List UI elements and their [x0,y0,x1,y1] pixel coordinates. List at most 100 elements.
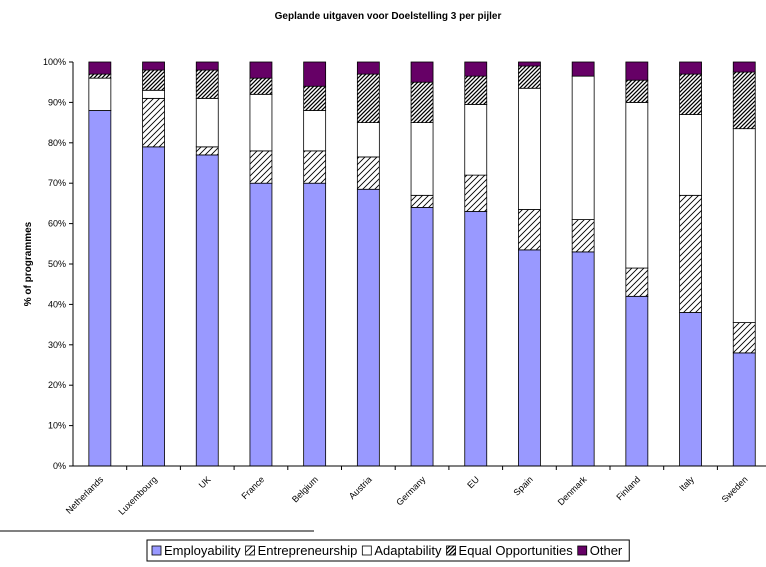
y-tick-label: 60% [48,219,66,229]
bar-segment-equal-opportunities [303,85,327,111]
legend: Employability Entrepreneurship Adaptabilit… [146,539,630,562]
y-axis-ticks: 0% 10% 20% 30% 40% 50% 60% 70% 80% 90% 100% [43,57,73,471]
bar-segment-employability [303,182,327,467]
x-tick-label: Sweden [720,474,750,504]
bar-stack-germany [410,61,434,467]
bar-segment-other [518,61,541,67]
bar-segment-adaptability [571,75,595,220]
legend-label: Entrepreneurship [258,543,358,558]
bar-segment-entrepreneurship [518,209,541,251]
bar-segment-other [732,61,756,73]
bar-stack-finland [625,61,649,467]
bar-stack-austria [356,61,380,467]
bar-segment-employability [625,295,649,467]
bar-segment-equal-opportunities [518,65,541,89]
chart-title: Geplande uitgaven voor Doelstelling 3 pe… [275,11,502,22]
legend-swatch [446,545,456,556]
x-tick-label: EU [465,474,481,490]
bar-segment-equal-opportunities [679,73,702,115]
bar-segment-equal-opportunities [142,69,165,91]
bar-stack-denmark [571,61,595,467]
x-tick-label: Germany [394,474,428,508]
legend-swatch [361,545,372,556]
bar-segment-employability [195,154,219,467]
bar-segment-equal-opportunities [356,73,380,124]
y-tick-label: 40% [48,299,66,309]
legend-item-equal-opportunities: Equal Opportunities [446,543,574,558]
bar-segment-other [625,61,649,81]
bar-segment-adaptability [303,110,327,152]
y-tick-label: 30% [48,340,66,350]
bar-segment-adaptability [464,104,488,176]
legend-item-employability: Employability [151,543,241,558]
y-tick-label: 0% [53,461,66,471]
legend-item-other: Other [577,543,623,558]
bar-stack-italy [679,61,702,467]
y-tick-label: 100% [43,57,66,67]
bar-segment-employability [410,207,434,467]
bar-segment-other [88,61,112,75]
bar-segment-employability [571,251,595,467]
bar-segment-equal-opportunities [249,77,273,95]
bar-segment-entrepreneurship [732,322,756,354]
bar-segment-other [356,61,380,75]
bar-segment-adaptability [518,87,541,210]
legend-swatch [577,545,588,556]
bars [88,61,756,467]
bar-stack-france [249,61,273,467]
bar-segment-employability [88,110,112,467]
bar-segment-employability [518,249,541,467]
x-tick-label: France [239,474,266,501]
bar-segment-employability [464,211,488,467]
x-tick-label: Netherlands [64,474,106,516]
legend-label: Employability [164,543,241,558]
bar-segment-employability [732,352,756,467]
bar-stack-belgium [303,61,327,467]
bar-segment-entrepreneurship [249,150,273,184]
bar-segment-adaptability [625,102,649,269]
bar-segment-other [303,61,327,87]
x-tick-label: Denmark [556,474,589,507]
bar-segment-equal-opportunities [195,69,219,99]
legend-frame [146,539,630,562]
bar-segment-equal-opportunities [88,73,112,79]
bar-segment-adaptability [410,122,434,196]
x-tick-label: Austria [347,474,374,501]
bar-segment-other [249,61,273,79]
bar-segment-other [410,61,434,83]
bar-segment-entrepreneurship [142,97,165,148]
y-tick-label: 90% [48,97,66,107]
bar-segment-entrepreneurship [356,156,380,190]
legend-label: Equal Opportunities [459,543,574,558]
bar-segment-adaptability [195,97,219,148]
bar-segment-entrepreneurship [464,174,488,212]
bar-segment-adaptability [88,77,112,111]
legend-label: Other [590,543,623,558]
bar-segment-employability [249,182,273,467]
bar-segment-equal-opportunities [464,75,488,105]
y-axis-label: % of programmes [23,221,34,306]
x-tick-label: Finland [614,474,642,502]
legend-item-entrepreneurship: Entrepreneurship [245,543,358,558]
bar-segment-entrepreneurship [625,267,649,297]
bar-stack-luxembourg [142,61,165,467]
bar-segment-employability [679,312,702,467]
bar-segment-adaptability [142,89,165,99]
bar-stack-spain [518,61,541,467]
legend-item-adaptability: Adaptability [361,543,442,558]
bar-segment-entrepreneurship [571,219,595,253]
bar-segment-employability [142,146,165,467]
bar-stack-netherlands [88,61,112,467]
x-axis-ticks: Netherlands Luxembourg UK France Belgium Aust… [64,466,750,517]
y-tick-label: 20% [48,380,66,390]
y-tick-label: 10% [48,421,66,431]
x-tick-label: Spain [512,474,535,497]
bar-segment-equal-opportunities [410,81,434,123]
bar-segment-entrepreneurship [303,150,327,184]
bar-segment-other [142,61,165,71]
bar-segment-other [464,61,488,77]
bar-segment-other [571,61,595,77]
bar-segment-equal-opportunities [732,71,756,130]
legend-label: Adaptability [374,543,442,558]
